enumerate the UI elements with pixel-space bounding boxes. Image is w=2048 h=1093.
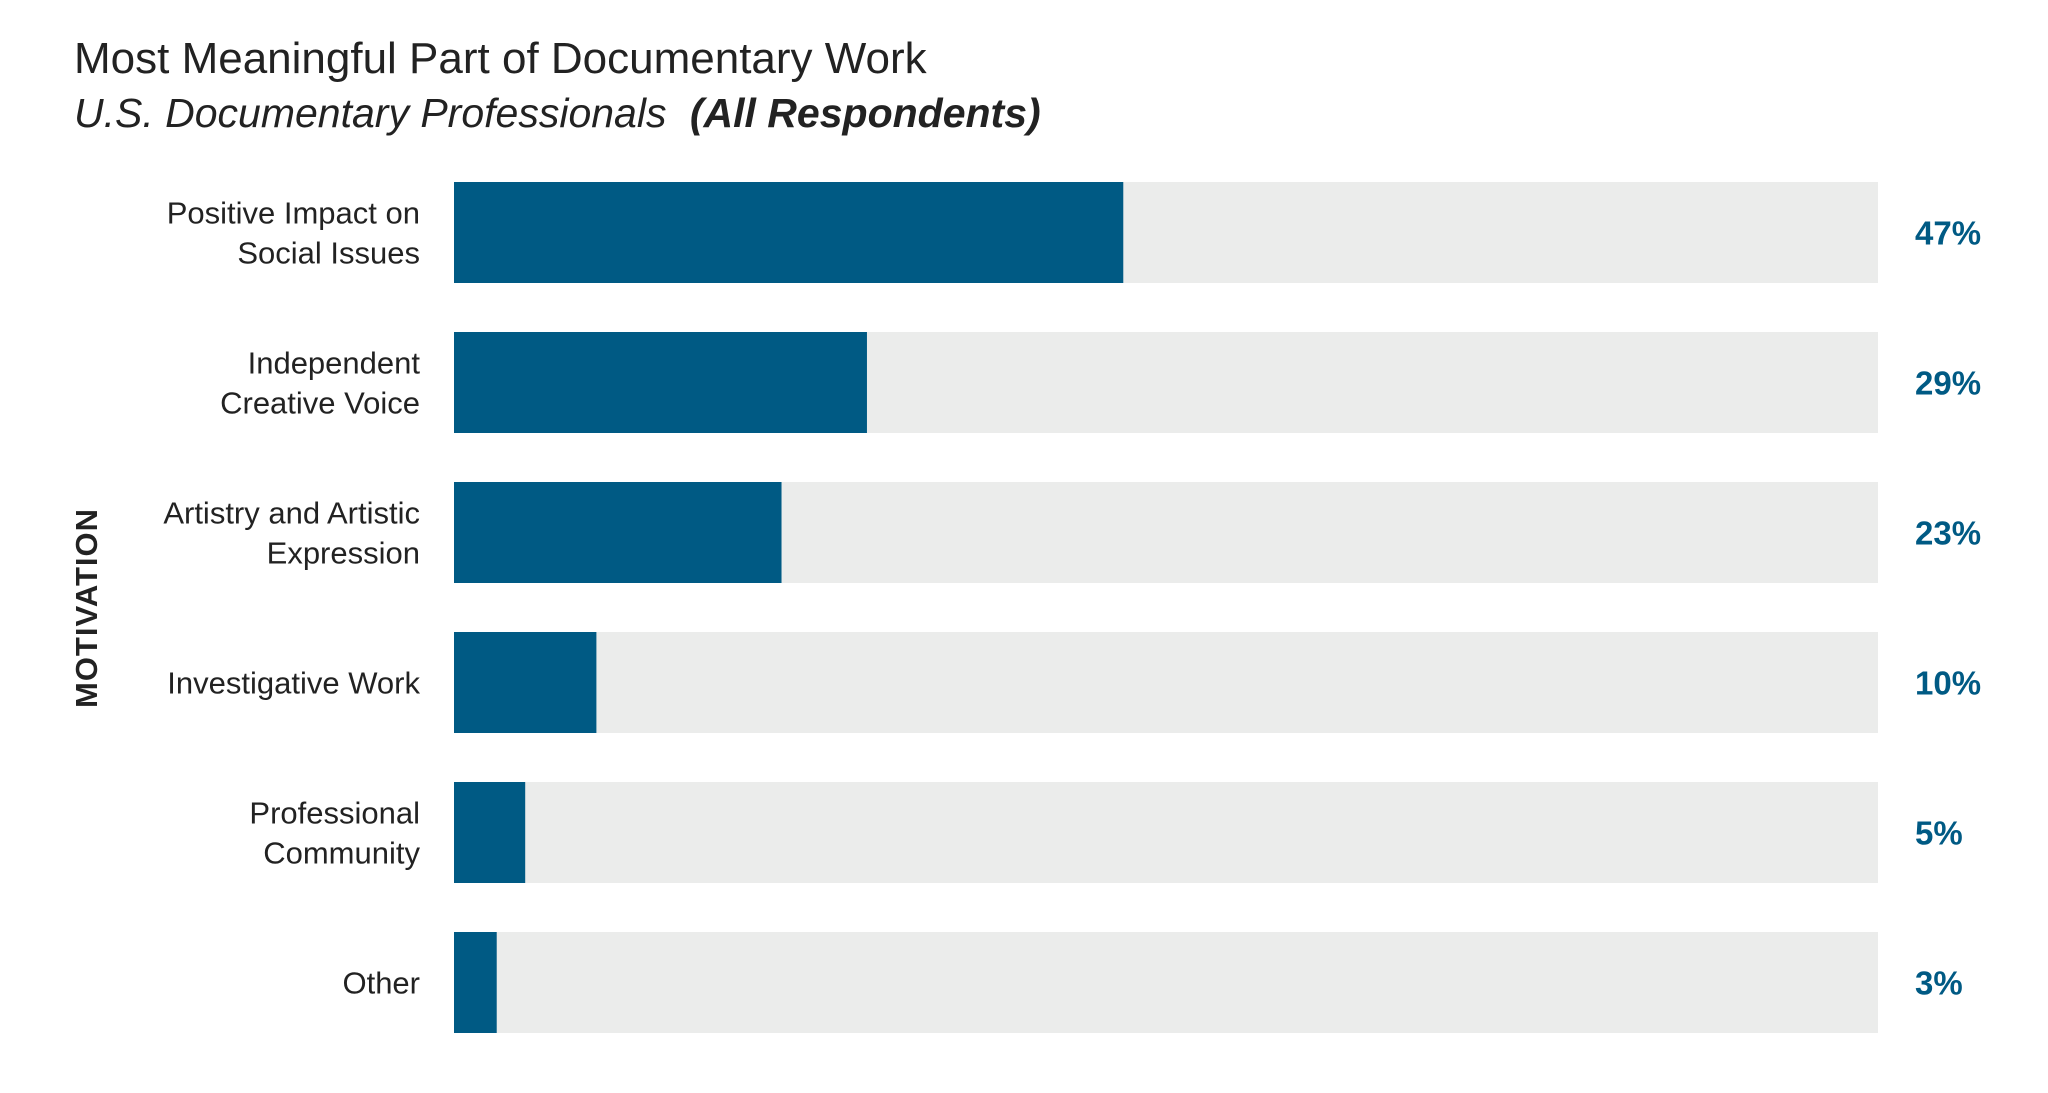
value-label: 10% [1915,665,1981,702]
bar-track [454,932,1878,1033]
chart-title: Most Meaningful Part of Documentary Work [74,34,928,83]
value-label: 29% [1915,365,1981,402]
bar [454,932,497,1033]
chart-subtitle: U.S. Documentary Professionals (All Resp… [74,90,1041,136]
bar [454,182,1124,283]
category-label-line: Independent [248,346,421,381]
value-label: 5% [1915,815,1963,852]
category-label-line: Expression [267,536,420,571]
chart-subtitle-emphasis: (All Respondents) [690,90,1041,136]
value-label: 3% [1915,965,1963,1002]
value-label: 47% [1915,215,1981,252]
category-label-line: Social Issues [237,236,420,271]
category-label: Investigative Work [167,666,420,701]
category-label-line: Positive Impact on [167,196,420,231]
chart-subtitle-main: U.S. Documentary Professionals [74,90,666,136]
bar-track [454,782,1878,883]
category-label-line: Community [263,836,420,871]
category-label-line: Creative Voice [220,386,420,421]
category-label-line: Investigative Work [167,666,420,701]
category-label: Professional Community [249,796,420,871]
bar-track [454,632,1878,733]
value-label: 23% [1915,515,1981,552]
category-label-line: Artistry and Artistic [163,496,420,531]
bar [454,782,526,883]
y-axis-title: MOTIVATION [69,508,104,708]
bar [454,482,782,583]
bars-group: Positive Impact on Social Issues 47% Indepe… [163,182,1981,1033]
category-label: Other [342,966,420,1001]
category-label: Independent Creative Voice [220,346,420,421]
bar [454,632,597,733]
category-label-line: Other [342,966,420,1001]
bar [454,332,867,433]
category-label: Positive Impact on Social Issues [167,196,420,271]
category-label-line: Professional [249,796,420,831]
category-label: Artistry and Artistic Expression [163,496,420,571]
